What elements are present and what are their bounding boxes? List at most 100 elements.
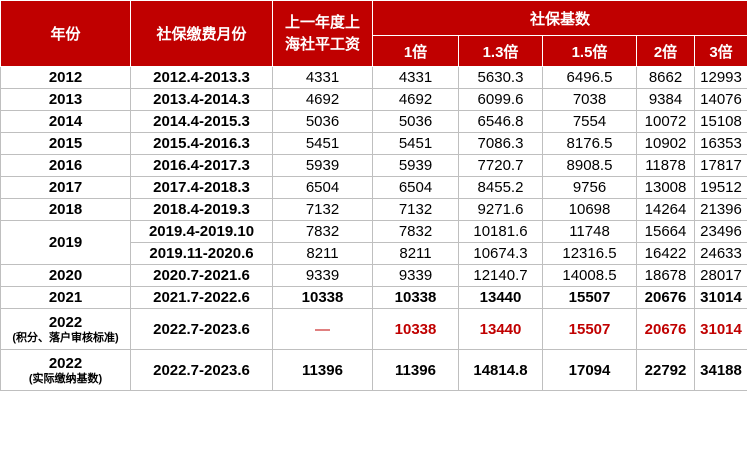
- base-value-cell: 10674.3: [458, 242, 543, 265]
- base-value-cell: 5630.3: [458, 66, 543, 89]
- base-value-cell: 22792: [636, 349, 695, 391]
- header-row-2: 1倍 1.3倍 1.5倍 2倍 3倍: [1, 35, 747, 67]
- header-avg-salary-line2: 海社平工资: [284, 35, 360, 53]
- avg-salary-cell: 11396: [272, 349, 373, 391]
- period-cell: 2020.7-2021.6: [130, 264, 273, 287]
- period-cell: 2018.4-2019.3: [130, 198, 273, 221]
- base-value-cell: 6546.8: [458, 110, 543, 133]
- table-row: 2016 2016.4-2017.3 5939 5939 7720.7 8908.5 118…: [0, 154, 747, 177]
- avg-salary-cell: 5451: [272, 132, 373, 155]
- header-multiplier: 1倍: [372, 35, 459, 67]
- base-value-cell: 10072: [636, 110, 695, 133]
- year-cell: 2014: [0, 110, 131, 133]
- avg-salary-cell: —: [272, 308, 373, 350]
- base-value-cell: 9756: [542, 176, 637, 199]
- base-value-cell: 8455.2: [458, 176, 543, 199]
- base-value-cell: 4331: [372, 66, 459, 89]
- avg-salary-cell: 7832: [272, 220, 373, 243]
- base-value-cell: 11878: [636, 154, 695, 177]
- base-value-cell: 9271.6: [458, 198, 543, 221]
- base-value-cell: 21396: [694, 198, 747, 221]
- header-base-group: 社保基数: [372, 0, 747, 36]
- base-value-cell: 23496: [694, 220, 747, 243]
- table-row: 2012 2012.4-2013.3 4331 4331 5630.3 6496.5 866…: [0, 66, 747, 89]
- base-value-cell: 12140.7: [458, 264, 543, 287]
- base-value-cell: 4692: [372, 88, 459, 111]
- header-multiplier: 1.3倍: [458, 35, 543, 67]
- table-body: 2012 2012.4-2013.3 4331 4331 5630.3 6496.5 866…: [0, 66, 747, 391]
- header-multiplier: 1.5倍: [542, 35, 637, 67]
- period-cell: 2021.7-2022.6: [130, 286, 273, 309]
- year-cell: 2016: [0, 154, 131, 177]
- year-cell: 2020: [0, 264, 131, 287]
- header-year: 年份: [0, 0, 131, 67]
- base-value-cell: 9339: [372, 264, 459, 287]
- base-value-cell: 10698: [542, 198, 637, 221]
- period-cell: 2016.4-2017.3: [130, 154, 273, 177]
- base-value-cell: 6504: [372, 176, 459, 199]
- table-row: 2022 (实际缴纳基数) 2022.7-2023.6 11396 11396 14814…: [0, 349, 747, 391]
- base-value-cell: 14264: [636, 198, 695, 221]
- base-value-cell: 13008: [636, 176, 695, 199]
- period-cell: 2017.4-2018.3: [130, 176, 273, 199]
- avg-salary-cell: 6504: [272, 176, 373, 199]
- avg-salary-cell: 8211: [272, 242, 373, 265]
- year-cell: 2022 (实际缴纳基数): [0, 349, 131, 391]
- table-row: 2017 2017.4-2018.3 6504 6504 8455.2 9756 13008…: [0, 176, 747, 199]
- table-row: 2022 (积分、落户审核标准) 2022.7-2023.6—10338 13440 1…: [0, 308, 747, 350]
- avg-salary-cell: 4692: [272, 88, 373, 111]
- base-value-cell: 20676: [636, 286, 695, 309]
- base-value-cell: 28017: [694, 264, 747, 287]
- year-cell: 2021: [0, 286, 131, 309]
- year-cell: 2017: [0, 176, 131, 199]
- base-value-cell: 7132: [372, 198, 459, 221]
- header-row-1: 年份 社保缴费月份 上一年度上 海社平工资 社保基数: [0, 0, 747, 67]
- table-row: 2014 2014.4-2015.3 5036 5036 6546.8 7554 10072…: [0, 110, 747, 133]
- base-value-cell: 11748: [542, 220, 637, 243]
- year-value: 2022: [48, 313, 83, 331]
- base-value-cell: 6099.6: [458, 88, 543, 111]
- avg-salary-cell: 7132: [272, 198, 373, 221]
- social-security-base-table: 年份 社保缴费月份 上一年度上 海社平工资 社保基数 1倍 1.3倍 1.5倍 …: [0, 0, 747, 391]
- year-note: (实际缴纳基数): [28, 372, 103, 385]
- year-value: 2022: [48, 354, 83, 372]
- avg-salary-cell: 5939: [272, 154, 373, 177]
- base-value-cell: 15664: [636, 220, 695, 243]
- year-cell: 2022 (积分、落户审核标准): [0, 308, 131, 350]
- avg-salary-cell: 9339: [272, 264, 373, 287]
- base-value-cell: 8908.5: [542, 154, 637, 177]
- avg-salary-cell: 4331: [272, 66, 373, 89]
- base-value-cell: 7086.3: [458, 132, 543, 155]
- table-row: 2021 2021.7-2022.6 10338 10338 13440 15507 206…: [0, 286, 747, 309]
- base-value-cell: 15108: [694, 110, 747, 133]
- period-cell: 2012.4-2013.3: [130, 66, 273, 89]
- header-multiplier: 2倍: [636, 35, 695, 67]
- base-value-cell: 10338: [372, 286, 459, 309]
- base-value-cell: 10181.6: [458, 220, 543, 243]
- base-value-cell: 8176.5: [542, 132, 637, 155]
- year-cell: 2018: [0, 198, 131, 221]
- year-cell: 2015: [0, 132, 131, 155]
- base-value-cell: 17094: [542, 349, 637, 391]
- base-value-cell: 14076: [694, 88, 747, 111]
- base-value-cell: 6496.5: [542, 66, 637, 89]
- base-value-cell: 7720.7: [458, 154, 543, 177]
- table-row: 2019 2019.4-2019.10 7832 7832 10181.6 11748 15…: [0, 220, 747, 265]
- base-value-cell: 14008.5: [542, 264, 637, 287]
- base-value-cell: 5451: [372, 132, 459, 155]
- base-value-cell: 5036: [372, 110, 459, 133]
- base-value-cell: 7038: [542, 88, 637, 111]
- period-cell: 2015.4-2016.3: [130, 132, 273, 155]
- base-value-cell: 11396: [372, 349, 459, 391]
- base-value-cell: 18678: [636, 264, 695, 287]
- period-cell: 2022.7-2023.6: [130, 349, 273, 391]
- year-cell: 2012: [0, 66, 131, 89]
- base-value-cell: 12993: [694, 66, 747, 89]
- base-value-cell: 16422: [636, 242, 695, 265]
- base-value-cell: 7832: [372, 220, 459, 243]
- period-cell: 2019.4-2019.10: [130, 220, 273, 243]
- base-value-cell: 9384: [636, 88, 695, 111]
- year-cell: 2019: [0, 220, 131, 265]
- table-row: 2018 2018.4-2019.3 7132 7132 9271.6 10698 1426…: [0, 198, 747, 221]
- table-row: 2013 2013.4-2014.3 4692 4692 6099.6 7038 9384 1…: [0, 88, 747, 111]
